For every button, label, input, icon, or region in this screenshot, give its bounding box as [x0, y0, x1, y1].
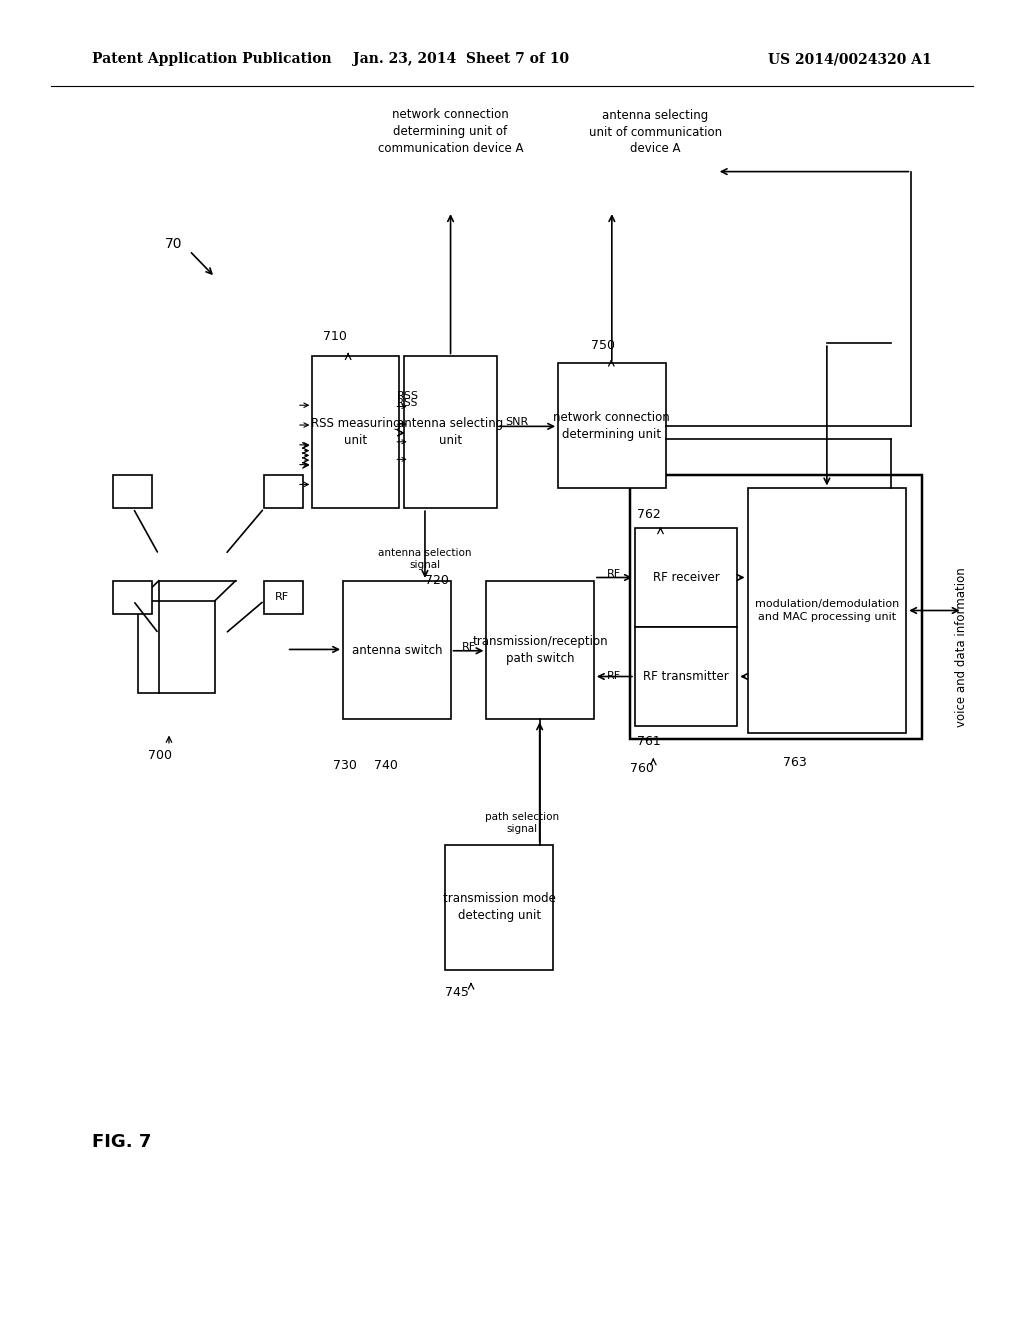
FancyBboxPatch shape	[113, 475, 152, 508]
Text: antenna selecting
unit of communication
device A: antenna selecting unit of communication …	[589, 108, 722, 156]
Text: 761: 761	[637, 735, 660, 748]
Text: Jan. 23, 2014  Sheet 7 of 10: Jan. 23, 2014 Sheet 7 of 10	[352, 53, 569, 66]
Text: 720: 720	[425, 574, 449, 587]
Text: RSS: RSS	[397, 397, 418, 408]
Text: US 2014/0024320 A1: US 2014/0024320 A1	[768, 53, 932, 66]
Text: RSS: RSS	[396, 391, 419, 401]
FancyBboxPatch shape	[635, 528, 737, 627]
FancyBboxPatch shape	[264, 581, 303, 614]
Text: voice and data information: voice and data information	[954, 566, 968, 727]
Text: RF: RF	[607, 569, 622, 579]
Text: 740: 740	[374, 759, 397, 772]
Text: 762: 762	[637, 508, 660, 521]
Text: transmission/reception
path switch: transmission/reception path switch	[472, 635, 608, 665]
FancyBboxPatch shape	[138, 601, 215, 693]
Text: network connection
determining unit of
communication device A: network connection determining unit of c…	[378, 108, 523, 156]
FancyBboxPatch shape	[558, 363, 666, 488]
Text: RF transmitter: RF transmitter	[643, 671, 729, 682]
FancyBboxPatch shape	[748, 488, 906, 733]
Text: path selection
signal: path selection signal	[485, 812, 559, 834]
Text: Patent Application Publication: Patent Application Publication	[92, 53, 332, 66]
Text: 730: 730	[333, 759, 356, 772]
Text: RF: RF	[607, 671, 622, 681]
Text: SNR: SNR	[506, 417, 528, 428]
Text: network connection
determining unit: network connection determining unit	[553, 411, 671, 441]
FancyBboxPatch shape	[486, 581, 594, 719]
Text: modulation/demodulation
and MAC processing unit: modulation/demodulation and MAC processi…	[755, 599, 899, 622]
Text: RF: RF	[462, 642, 476, 652]
FancyBboxPatch shape	[343, 581, 451, 719]
Text: FIG. 7: FIG. 7	[92, 1133, 152, 1151]
FancyBboxPatch shape	[312, 356, 399, 508]
FancyBboxPatch shape	[113, 581, 152, 614]
Text: 700: 700	[148, 748, 172, 762]
FancyBboxPatch shape	[445, 845, 553, 970]
Text: 70: 70	[165, 238, 183, 251]
Text: 745: 745	[445, 986, 469, 999]
Text: RF: RF	[274, 591, 289, 602]
Text: 763: 763	[783, 756, 807, 770]
Text: antenna selection
signal: antenna selection signal	[378, 548, 472, 570]
Text: RSS measuring
unit: RSS measuring unit	[311, 417, 400, 447]
Text: antenna switch: antenna switch	[351, 644, 442, 656]
FancyBboxPatch shape	[404, 356, 497, 508]
FancyBboxPatch shape	[630, 475, 922, 739]
Text: 760: 760	[630, 762, 653, 775]
Text: transmission mode
detecting unit: transmission mode detecting unit	[442, 892, 556, 923]
FancyBboxPatch shape	[264, 475, 303, 508]
Text: 710: 710	[323, 330, 346, 343]
FancyBboxPatch shape	[635, 627, 737, 726]
Text: antenna selecting
unit: antenna selecting unit	[397, 417, 504, 447]
Text: RF receiver: RF receiver	[652, 572, 720, 583]
Text: 750: 750	[591, 339, 614, 352]
